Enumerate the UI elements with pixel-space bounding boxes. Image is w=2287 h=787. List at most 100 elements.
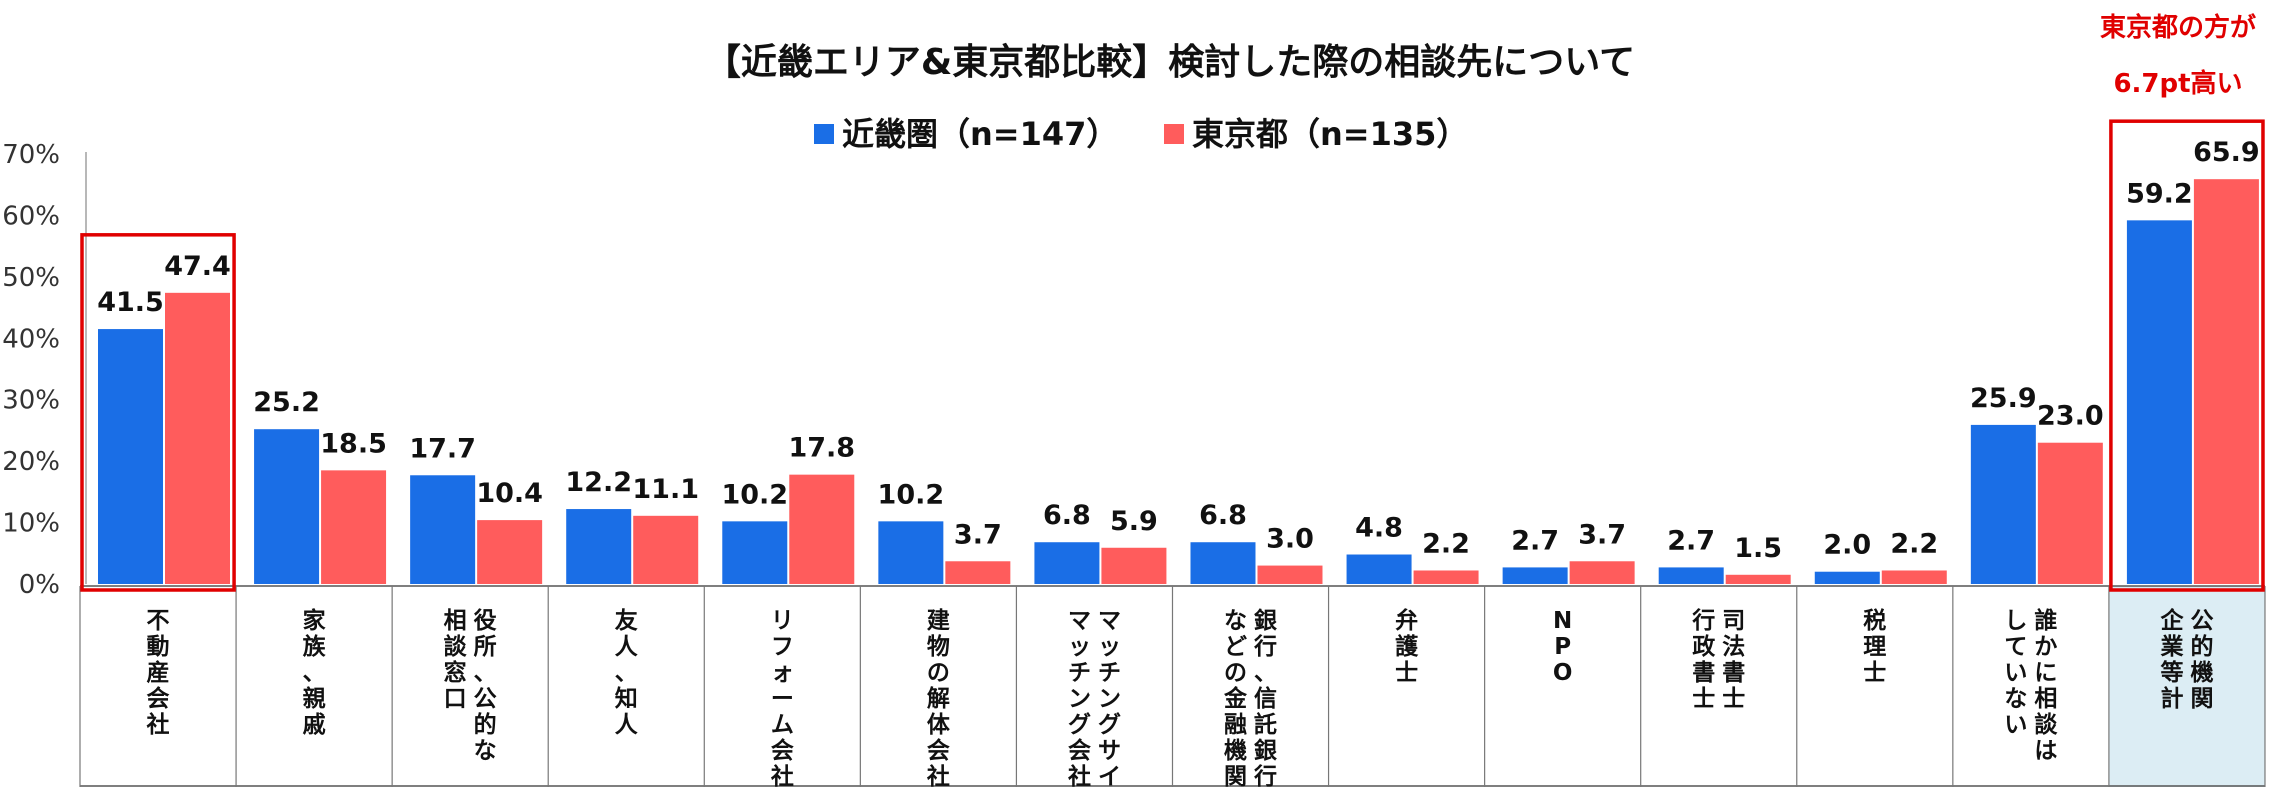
- bar-kinki: [566, 509, 632, 584]
- category-cell-shade: [2108, 586, 2265, 787]
- bar-tokyo: [1725, 574, 1791, 584]
- category-label: 公的機関: [2190, 608, 2213, 712]
- legend-label-kinki: 近畿圏（n=147）: [842, 115, 1118, 153]
- y-tick-label: 0%: [19, 570, 60, 600]
- value-label-kinki: 25.2: [253, 387, 320, 418]
- y-tick-label: 20%: [2, 447, 60, 477]
- bar-tokyo: [789, 474, 855, 584]
- bar-tokyo: [477, 520, 543, 584]
- bars: [98, 179, 2259, 585]
- value-label-tokyo: 3.7: [1578, 519, 1626, 550]
- y-axis: 0% 10% 20% 30% 40% 50% 60% 70%: [2, 140, 87, 600]
- category-label: 不動産会社: [147, 608, 170, 738]
- bar-kinki: [1502, 567, 1568, 584]
- y-tick-label: 60%: [2, 201, 60, 231]
- bar-tokyo: [165, 292, 230, 584]
- chart-title: 【近畿エリア&東京都比較】検討した際の相談先について: [705, 41, 1635, 83]
- value-label-tokyo: 65.9: [2193, 137, 2260, 168]
- bar-tokyo: [321, 470, 387, 584]
- bar-tokyo: [945, 561, 1011, 584]
- value-label-kinki: 6.8: [1199, 500, 1247, 531]
- category-label: などの金融機関: [1223, 608, 1248, 787]
- bar-tokyo: [1257, 565, 1323, 584]
- value-label-tokyo: 2.2: [1422, 528, 1470, 559]
- y-tick-label: 30%: [2, 386, 60, 416]
- value-label-kinki: 10.2: [878, 479, 945, 510]
- value-label-kinki: 25.9: [1970, 383, 2037, 414]
- value-label-tokyo: 23.0: [2037, 401, 2104, 432]
- y-tick-label: 40%: [2, 324, 60, 354]
- category-label: 企業等計: [2159, 607, 2184, 712]
- category-label: マッチング会社: [1068, 608, 1091, 787]
- bar-tokyo: [1569, 561, 1635, 584]
- value-label-kinki: 10.2: [721, 479, 788, 510]
- value-label-kinki: 41.5: [97, 287, 164, 318]
- value-label-tokyo: 5.9: [1110, 506, 1158, 537]
- value-label-tokyo: 3.0: [1266, 524, 1314, 555]
- legend-swatch-tokyo: [1164, 124, 1184, 144]
- category-label: 税理士: [1863, 607, 1886, 686]
- category-label: 司法書士: [1722, 608, 1745, 712]
- bar-tokyo: [1101, 547, 1167, 584]
- callout-line-2: 6.7pt高い: [2113, 68, 2242, 99]
- category-label: 弁護士: [1395, 607, 1419, 686]
- bar-kinki: [98, 329, 163, 584]
- category-label: 建物の解体会社: [927, 608, 951, 787]
- callout-line-1: 東京都の方が: [2100, 12, 2256, 43]
- bar-kinki: [1034, 542, 1100, 584]
- category-label: 友人、知人: [615, 608, 639, 738]
- value-label-tokyo: 10.4: [476, 478, 543, 509]
- category-label: 行政書士: [1691, 607, 1716, 712]
- bar-kinki: [254, 429, 320, 584]
- value-label-kinki: 12.2: [565, 467, 632, 498]
- legend: 近畿圏（n=147） 東京都（n=135）: [814, 115, 1468, 153]
- category-label: 相談窓口: [444, 608, 468, 712]
- category-label: 誰かに相談は: [2034, 607, 2058, 764]
- category-label: 銀行、信託銀行: [1253, 607, 1277, 787]
- bar-tokyo: [633, 515, 699, 584]
- value-label-kinki: 2.7: [1667, 525, 1715, 556]
- value-label-tokyo: 1.5: [1734, 533, 1782, 564]
- bar-kinki: [722, 521, 788, 584]
- value-label-kinki: 17.7: [409, 433, 476, 464]
- bar-kinki: [410, 475, 476, 584]
- y-tick-label: 10%: [2, 509, 60, 539]
- value-label-tokyo: 18.5: [320, 428, 387, 459]
- value-label-kinki: 6.8: [1043, 500, 1091, 531]
- category-label: リフォーム会社: [771, 608, 794, 787]
- bar-kinki: [1970, 424, 2036, 584]
- category-label: 役所、公的な: [474, 608, 497, 764]
- bar-kinki: [1658, 567, 1724, 584]
- value-label-tokyo: 2.2: [1890, 528, 1938, 559]
- bar-tokyo: [1413, 570, 1479, 584]
- value-label-tokyo: 11.1: [632, 474, 699, 505]
- value-label-tokyo: 47.4: [164, 251, 231, 282]
- value-label-kinki: 2.0: [1823, 530, 1871, 561]
- bar-kinki: [1346, 554, 1412, 584]
- y-tick-label: 50%: [2, 263, 60, 293]
- category-label: していない: [2004, 608, 2027, 738]
- bar-tokyo: [2193, 179, 2259, 584]
- category-label: 家族、親戚: [303, 607, 327, 738]
- highlight-box: [80, 233, 236, 592]
- bar-kinki: [878, 521, 944, 584]
- highlight-box: [2109, 119, 2265, 592]
- bar-tokyo: [1881, 570, 1947, 584]
- value-label-kinki: 59.2: [2126, 178, 2193, 209]
- legend-label-tokyo: 東京都（n=135）: [1192, 115, 1468, 153]
- bar-kinki: [1190, 542, 1256, 584]
- y-tick-label: 70%: [2, 140, 60, 170]
- bar-kinki: [1814, 571, 1880, 584]
- bar-kinki: [2126, 220, 2192, 585]
- value-labels: 41.5 25.2 17.7 12.2 10.2 10.2 6.8 6.8 4.8 2.7 2.7 2…: [97, 137, 2260, 564]
- value-label-kinki: 4.8: [1355, 513, 1403, 544]
- bar-tokyo: [2037, 442, 2103, 584]
- callout-annotation: 東京都の方が 6.7pt高い: [2100, 12, 2256, 99]
- value-label-tokyo: 3.7: [954, 519, 1002, 550]
- value-label-kinki: 2.7: [1511, 525, 1559, 556]
- value-label-tokyo: 17.8: [788, 433, 855, 464]
- legend-swatch-kinki: [814, 124, 834, 144]
